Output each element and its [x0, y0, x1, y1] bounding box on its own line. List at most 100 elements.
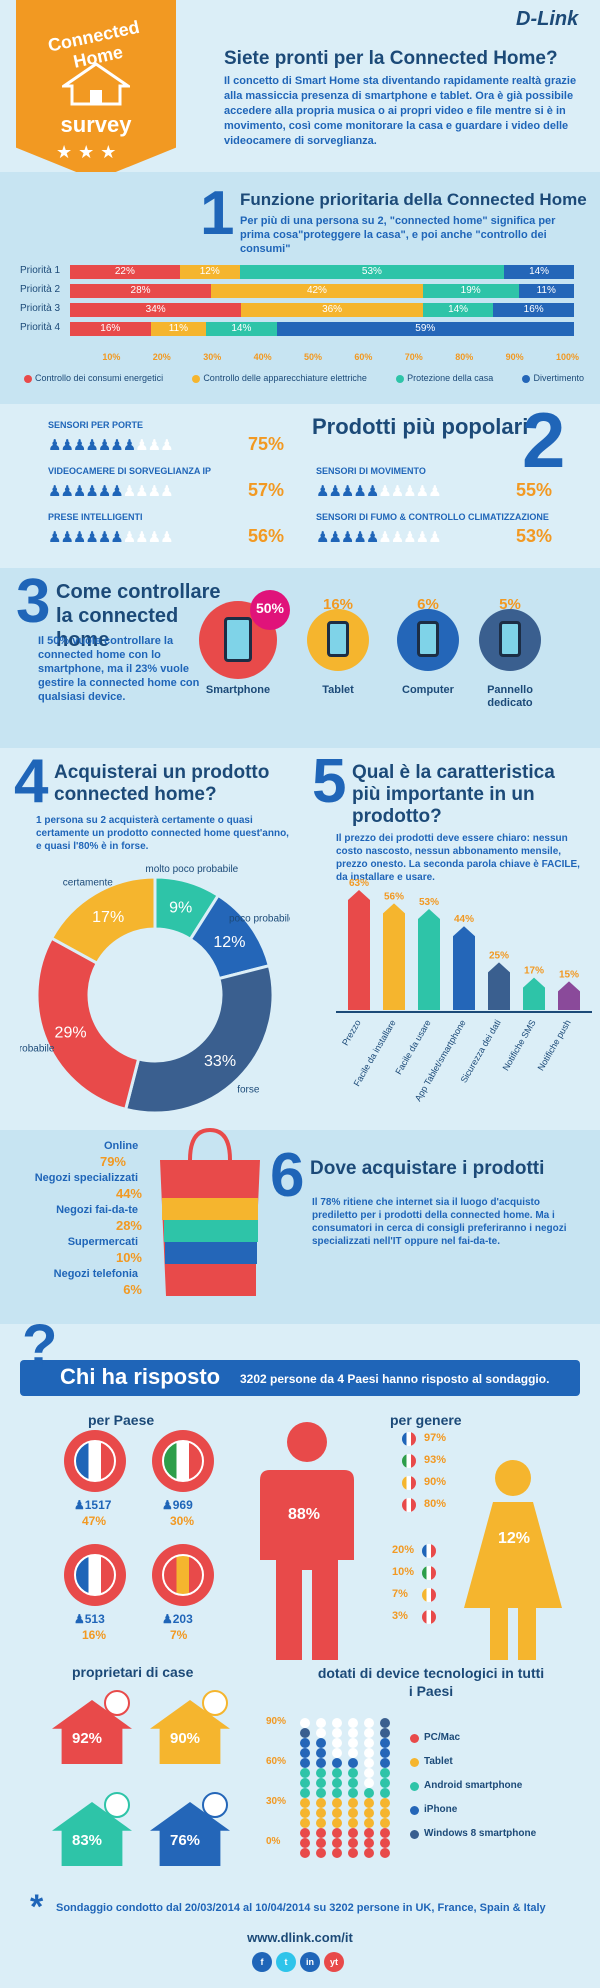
- person-icon: ♟: [48, 529, 61, 546]
- device-screen-icon: [326, 621, 350, 658]
- product-value: 56%: [248, 526, 285, 546]
- bar-segment: 14%: [422, 303, 494, 317]
- device-dot: [300, 1728, 310, 1738]
- device-dot: [380, 1788, 390, 1798]
- bar-segment: 42%: [211, 284, 423, 298]
- flag-icon: [104, 1690, 130, 1716]
- flag-icon: [402, 1476, 416, 1490]
- device-legend-label: Android smartphone: [424, 1780, 523, 1791]
- device-dot: [300, 1748, 310, 1758]
- person-icon: ♟: [60, 529, 73, 546]
- device-legend-label: PC/Mac: [424, 1732, 461, 1743]
- footer-url[interactable]: www.dlink.com/it: [247, 1930, 353, 1945]
- person-icon: ♟: [72, 529, 86, 546]
- male-figure-icon: [260, 1422, 354, 1660]
- male-country-pct: 80%: [424, 1498, 447, 1510]
- device-dot: [300, 1798, 310, 1808]
- person-icon: ♟: [160, 437, 173, 454]
- device-dot: [332, 1848, 342, 1858]
- product-value: 55%: [516, 480, 553, 500]
- device-dot: [380, 1758, 390, 1768]
- device-dot: [332, 1758, 342, 1768]
- feature-value-label: 53%: [419, 897, 439, 908]
- device-dot: [316, 1798, 326, 1808]
- device-legend-label: Windows 8 smartphone: [424, 1828, 537, 1839]
- section5-title: Qual è la caratteristica più importante …: [352, 762, 555, 827]
- section3-number: 3: [16, 567, 51, 636]
- brand-logo[interactable]: D-Link: [516, 8, 579, 30]
- section2-title: Prodotti più popolari: [312, 414, 529, 439]
- product-label: VIDEOCAMERE DI SORVEGLIANZA IP: [48, 466, 212, 476]
- device-dot: [380, 1808, 390, 1818]
- bar-segment: 14%: [206, 322, 277, 336]
- place-label: Negozi telefonia: [53, 1268, 138, 1280]
- country-circle: [64, 1544, 126, 1606]
- donut-slice: [123, 963, 275, 1115]
- person-icon: ♟: [135, 529, 148, 546]
- person-icon: ♟: [316, 483, 329, 500]
- person-icon: ♟: [316, 529, 329, 546]
- device-dot: [332, 1828, 342, 1838]
- person-icon: ♟: [122, 483, 136, 500]
- place-value: 28%: [115, 1218, 142, 1233]
- bar-segment: 22%: [70, 265, 180, 279]
- flag-icon: [402, 1432, 416, 1446]
- homeowner-pct: 92%: [72, 1730, 103, 1747]
- country-flag-icon: [162, 1554, 204, 1596]
- donut-slice-label: molto poco probabile: [145, 864, 238, 875]
- person-icon: ♟: [365, 529, 379, 546]
- legend-swatch: [410, 1782, 419, 1791]
- person-icon: ♟: [340, 483, 354, 500]
- bar-segment: 53%: [239, 265, 505, 279]
- devices-title: dotati di device tecnologici in tutti i …: [317, 1665, 545, 1699]
- legend-swatch: [410, 1830, 419, 1839]
- bar-segment: 59%: [276, 322, 574, 336]
- legend-swatch: [410, 1806, 419, 1815]
- x-tick-label: 10%: [102, 352, 121, 362]
- country-pct: 16%: [82, 1628, 107, 1642]
- social-icon[interactable]: t: [276, 1952, 296, 1972]
- device-dot: [332, 1778, 342, 1788]
- feature-bar: [558, 981, 580, 1010]
- device-label: Computer: [402, 684, 454, 696]
- device-dot: [332, 1798, 342, 1808]
- device-dot: [348, 1768, 358, 1778]
- x-tick-label: 80%: [455, 352, 474, 362]
- social-icon[interactable]: yt: [324, 1952, 344, 1972]
- device-dot: [348, 1778, 358, 1788]
- social-icon[interactable]: in: [300, 1952, 320, 1972]
- device-dot: [364, 1738, 374, 1748]
- donut-slice-label: probabile: [20, 1043, 55, 1054]
- bar-segment: 16%: [493, 303, 574, 317]
- flag-icon: [202, 1690, 228, 1716]
- flag-icon: [402, 1454, 416, 1468]
- place-label: Online: [104, 1140, 139, 1152]
- device-dot: [316, 1818, 326, 1828]
- by-gender-title: per genere: [390, 1412, 462, 1428]
- person-icon: ♟: [353, 529, 366, 546]
- feature-category-label: Notifiche SMS: [501, 1018, 538, 1072]
- country-circle: [152, 1430, 214, 1492]
- device-value: 16%: [322, 596, 354, 613]
- chart-legend: Controllo dei consumi energetici Controll…: [24, 373, 584, 383]
- person-icon: ♟: [135, 483, 148, 500]
- person-icon: ♟: [147, 529, 161, 546]
- footer-note: Sondaggio condotto dal 20/03/2014 al 10/…: [56, 1902, 546, 1914]
- bar-segment: 19%: [422, 284, 519, 298]
- feature-value-label: 17%: [524, 966, 544, 977]
- device-screen-icon: [223, 616, 253, 662]
- place-label: Negozi fai-da-te: [56, 1204, 138, 1216]
- female-country-pct: 20%: [392, 1544, 415, 1556]
- social-icons: f t in yt: [252, 1952, 344, 1972]
- device-dot: [300, 1808, 310, 1818]
- device-dot: [316, 1728, 326, 1738]
- place-value: 44%: [115, 1186, 142, 1201]
- product-value: 57%: [248, 480, 285, 500]
- device-dot: [380, 1748, 390, 1758]
- social-icon[interactable]: f: [252, 1952, 272, 1972]
- female-country-pct: 3%: [392, 1610, 408, 1622]
- people-icons: ♟♟♟♟♟♟♟♟♟♟: [48, 528, 174, 546]
- device-dot: [348, 1848, 358, 1858]
- x-tick-label: 60%: [354, 352, 373, 362]
